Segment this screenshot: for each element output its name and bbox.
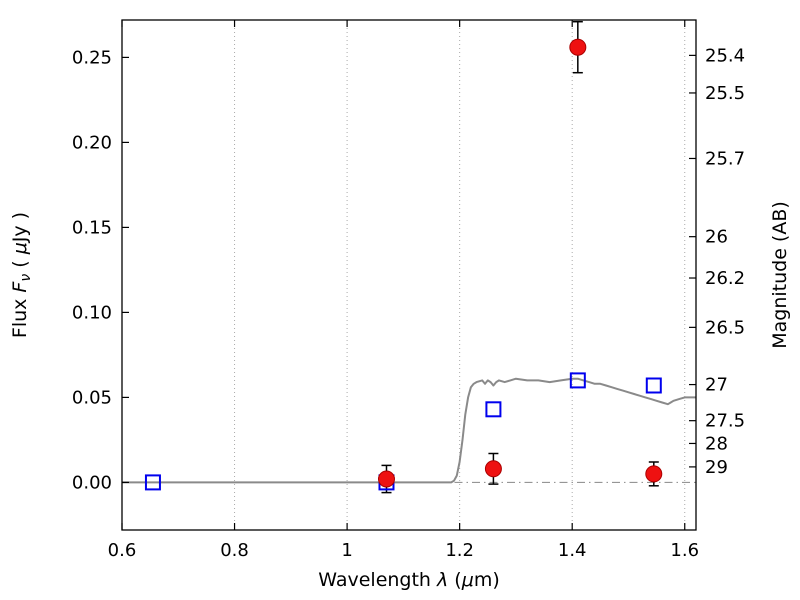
flux-tick-label: 0.00 [72, 472, 112, 493]
observed-photometry-marker [377, 470, 395, 488]
magnitude-tick-label: 26.5 [705, 317, 745, 338]
magnitude-tick-label: 25.7 [705, 148, 745, 169]
flux-tick-label: 0.05 [72, 387, 112, 408]
magnitude-tick-label: 25.5 [705, 83, 745, 104]
x-tick-label: 0.8 [220, 540, 249, 561]
model-spectrum-line [122, 377, 696, 484]
x-tick-label: 1.4 [558, 540, 587, 561]
magnitude-tick-label: 27 [705, 375, 728, 396]
magnitude-tick-label: 29 [705, 457, 728, 478]
magnitude-tick-label: 25.4 [705, 45, 745, 66]
magnitude-tick-label: 28 [705, 433, 728, 454]
model-photometry-marker [144, 474, 161, 491]
observed-photometry-marker [569, 38, 587, 56]
observed-photometry-marker [645, 465, 663, 483]
magnitude-axis-label: Magnitude (AB) [769, 201, 791, 349]
magnitude-tick-label: 27.5 [705, 411, 745, 432]
model-photometry-marker [645, 377, 662, 394]
x-tick-label: 1.6 [670, 540, 699, 561]
x-tick-label: 1 [341, 540, 352, 561]
observed-photometry-marker [484, 460, 502, 478]
axis-frame [121, 19, 697, 531]
flux-tick-label: 0.25 [72, 47, 112, 68]
flux-tick-label: 0.15 [72, 217, 112, 238]
magnitude-tick-label: 26 [705, 227, 728, 248]
x-axis-label: Wavelength λ (μm) [318, 569, 499, 591]
model-photometry-marker [485, 401, 502, 418]
flux-tick-label: 0.10 [72, 302, 112, 323]
x-tick-label: 1.2 [445, 540, 474, 561]
x-tick-label: 0.6 [108, 540, 137, 561]
flux-axis-label: Flux Fν ( μJy ) [9, 212, 34, 338]
model-photometry-marker [569, 372, 586, 389]
flux-tick-label: 0.20 [72, 132, 112, 153]
magnitude-tick-label: 26.2 [705, 268, 745, 289]
